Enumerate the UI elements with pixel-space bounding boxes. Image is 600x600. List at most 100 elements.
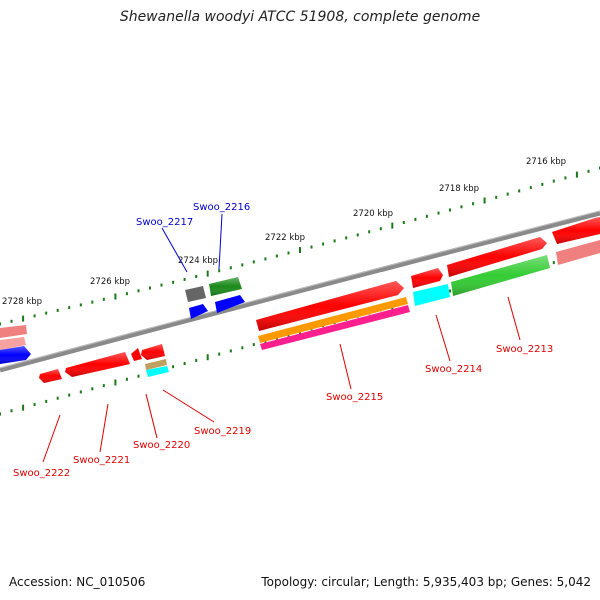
minor-tick xyxy=(0,412,1,416)
gene-label: Swoo_2219 xyxy=(194,426,251,437)
major-tick xyxy=(299,247,301,253)
minor-tick xyxy=(195,275,198,278)
gene-arrow xyxy=(215,295,245,313)
minor-tick xyxy=(552,179,555,183)
minor-tick xyxy=(45,399,48,403)
minor-tick xyxy=(356,233,359,237)
minor-tick xyxy=(495,195,498,199)
minor-tick xyxy=(79,303,82,307)
minor-tick xyxy=(310,245,313,249)
forward-strand-features xyxy=(0,217,600,364)
minor-tick xyxy=(252,343,255,347)
minor-tick xyxy=(102,384,105,388)
major-tick xyxy=(114,293,117,300)
map-title: Shewanella woodyi ATCC 51908, complete g… xyxy=(119,9,481,25)
gene-arrow xyxy=(145,359,167,370)
minor-tick xyxy=(68,306,71,310)
major-tick xyxy=(483,197,486,204)
tick-label: 2718 kbp xyxy=(439,184,479,194)
tick-label: 2722 kbp xyxy=(265,233,305,243)
minor-tick xyxy=(541,182,544,186)
gene-arrow xyxy=(556,240,600,265)
minor-tick xyxy=(229,349,232,353)
minor-tick xyxy=(564,176,567,180)
gene-arrow xyxy=(146,366,169,377)
minor-tick xyxy=(149,286,151,290)
tick-label: 2726 kbp xyxy=(90,277,130,287)
minor-tick xyxy=(137,374,140,378)
minor-tick xyxy=(287,251,290,255)
minor-tick xyxy=(529,186,532,190)
gene-arrow xyxy=(0,337,26,350)
minor-tick xyxy=(275,254,278,258)
reverse-strand-features xyxy=(39,344,169,383)
minor-tick xyxy=(333,239,336,243)
minor-tick xyxy=(195,358,198,362)
tick-label: 2720 kbp xyxy=(353,209,393,219)
minor-tick xyxy=(241,346,244,350)
minor-tick xyxy=(56,396,59,400)
minor-tick xyxy=(10,409,13,413)
minor-tick xyxy=(125,377,128,381)
major-tick xyxy=(22,404,25,411)
minor-tick xyxy=(0,322,1,326)
minor-tick xyxy=(91,387,94,391)
minor-tick xyxy=(414,217,417,221)
tick-label: 2716 kbp xyxy=(526,157,566,167)
gene-arrow xyxy=(189,304,208,319)
gene-label: Swoo_2222 xyxy=(13,468,70,479)
minor-tick xyxy=(33,403,36,406)
minor-tick xyxy=(218,269,221,273)
minor-tick xyxy=(183,277,186,281)
major-tick xyxy=(22,315,25,322)
tick-label: 2728 kbp xyxy=(2,297,42,307)
upper-tick-ring xyxy=(0,166,600,326)
major-tick xyxy=(114,379,117,386)
major-tick xyxy=(206,270,209,277)
minor-tick xyxy=(252,260,255,264)
minor-tick xyxy=(241,263,244,267)
minor-tick xyxy=(45,311,48,315)
topology-summary: Topology: circular; Length: 5,935,403 bp… xyxy=(261,575,591,589)
minor-tick xyxy=(68,393,71,397)
gene-label: Swoo_2220 xyxy=(133,440,190,451)
minor-tick xyxy=(229,266,232,270)
gene-label: Swoo_2215 xyxy=(326,392,383,403)
major-tick xyxy=(391,222,394,229)
minor-tick xyxy=(183,362,186,365)
minor-tick xyxy=(33,314,36,318)
major-tick xyxy=(575,171,578,178)
tick-label: 2724 kbp xyxy=(178,256,218,266)
minor-tick xyxy=(102,297,105,301)
minor-tick xyxy=(160,283,163,287)
minor-tick xyxy=(402,221,405,224)
label-leaders xyxy=(42,213,521,463)
gene-arrow xyxy=(413,284,450,306)
minor-tick xyxy=(345,236,348,240)
minor-tick xyxy=(322,242,325,246)
minor-tick xyxy=(379,227,382,231)
minor-tick xyxy=(125,292,128,296)
gene-arrow xyxy=(260,305,410,350)
minor-tick xyxy=(368,230,371,234)
minor-tick xyxy=(264,257,267,261)
minor-tick xyxy=(460,205,463,209)
minor-tick xyxy=(172,365,175,369)
genome-backbone xyxy=(0,210,600,373)
minor-tick xyxy=(91,300,94,304)
minor-tick xyxy=(449,208,451,212)
minor-tick xyxy=(472,202,475,206)
gene-arrow xyxy=(258,297,408,343)
minor-tick xyxy=(137,289,140,293)
minor-tick xyxy=(518,189,521,193)
minor-tick xyxy=(449,289,451,293)
gene-label: Swoo_2221 xyxy=(73,455,130,466)
minor-tick xyxy=(587,169,590,173)
minor-tick xyxy=(425,214,428,218)
gene-label: Swoo_2214 xyxy=(425,364,482,375)
minor-tick xyxy=(172,280,175,284)
gene-arrow xyxy=(131,348,142,361)
gene-label: Swoo_2216 xyxy=(193,202,250,213)
minor-tick xyxy=(56,308,59,312)
